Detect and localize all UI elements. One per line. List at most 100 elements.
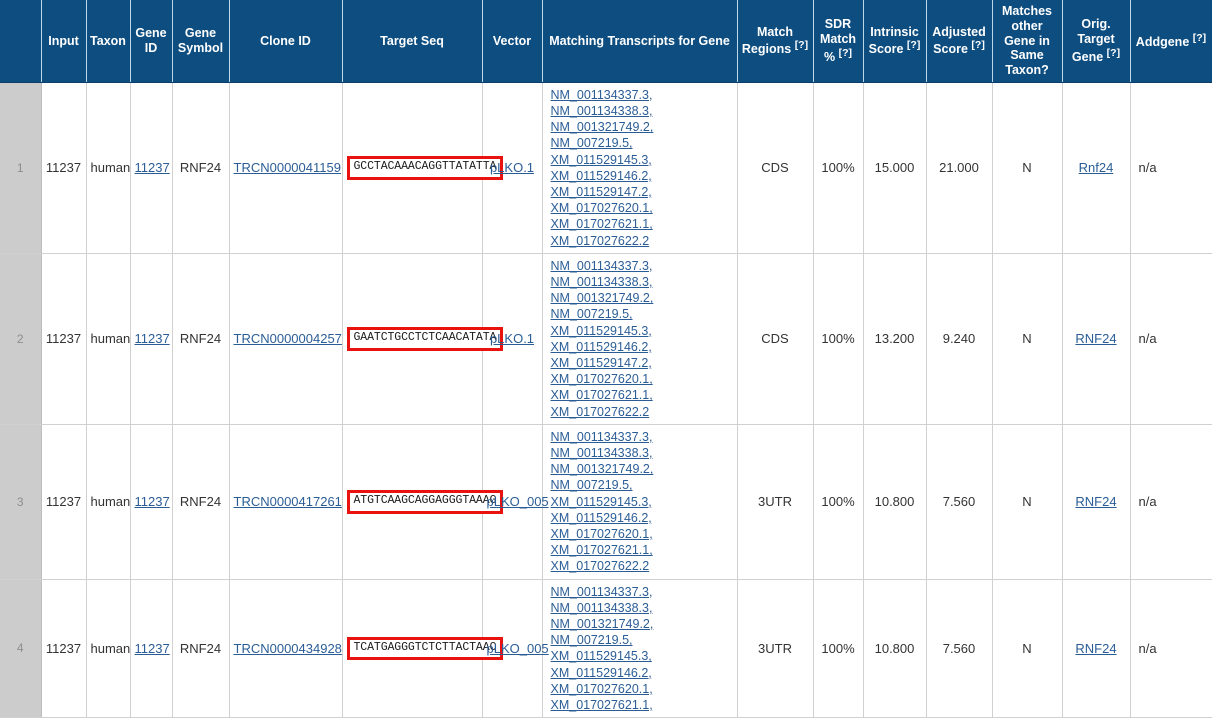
target-seq-highlight: GAATCTGCCTCTCAACATATA [346, 326, 504, 351]
cell-gene-symbol: RNF24 [171, 578, 230, 718]
transcript-link[interactable]: NM_007219.5, [550, 136, 633, 151]
header-matching-transcripts-label: Matching Transcripts for Gene [549, 33, 730, 48]
cell-vector: pLKO.1 [481, 81, 543, 254]
transcript-link[interactable]: XM_017027620.1, [550, 681, 653, 696]
transcript-link[interactable]: NM_001321749.2, [550, 120, 654, 135]
match-regions-help-icon[interactable]: [?] [794, 39, 809, 52]
orig-target-gene-help-icon[interactable]: [?] [1106, 46, 1121, 59]
transcript-link[interactable]: XM_011529146.2, [550, 510, 652, 525]
transcript-link[interactable]: NM_001321749.2, [550, 291, 654, 306]
cell-sdr-match-pct: 100% [812, 423, 864, 580]
header-orig-line2: Target [1077, 31, 1115, 46]
clone-id-link[interactable]: TRCN0000417261 [233, 494, 342, 510]
transcript-link[interactable]: XM_011529146.2, [550, 168, 652, 183]
sdr-match-help-icon[interactable]: [?] [838, 46, 853, 59]
orig-target-gene-link[interactable]: Rnf24 [1078, 160, 1114, 176]
transcript-link[interactable]: NM_007219.5, [550, 478, 633, 493]
transcript-link[interactable]: XM_011529147.2, [550, 356, 652, 370]
transcript-item: XM_011529145.3, [551, 152, 731, 168]
transcript-item: XM_011529147.2, [551, 355, 731, 371]
cell-taxon: human [85, 578, 131, 718]
transcript-item: XM_011529146.2, [551, 339, 731, 355]
transcript-link[interactable]: NM_001134338.3, [550, 274, 653, 289]
transcript-link[interactable]: NM_001134337.3, [550, 429, 653, 444]
addgene-help-icon[interactable]: [?] [1192, 31, 1207, 44]
transcript-link[interactable]: NM_001134338.3, [550, 600, 653, 615]
gene-id-link[interactable]: 11237 [134, 494, 170, 510]
clone-id-link[interactable]: TRCN0000041159 [233, 160, 341, 176]
cell-taxon: human [85, 81, 131, 254]
transcript-link[interactable]: NM_001134338.3, [550, 103, 653, 118]
transcript-link[interactable]: XM_011529145.3, [550, 649, 652, 664]
cell-intrinsic-score: 13.200 [862, 252, 927, 425]
transcript-item: XM_011529147.2, [551, 184, 731, 200]
header-target-seq-label: Target Seq [380, 33, 444, 48]
cell-adjusted-score: 21.000 [925, 81, 993, 254]
header-matches-line2: other [1011, 18, 1043, 33]
vector-link[interactable]: pLKO.1 [489, 160, 535, 176]
transcript-link[interactable]: XM_017027620.1, [550, 372, 653, 387]
header-row-index [0, 0, 42, 83]
vector-link[interactable]: pLKO.1 [489, 331, 535, 347]
transcript-link[interactable]: XM_017027621.1, [550, 698, 653, 713]
cell-matches-other-gene: N [991, 578, 1063, 718]
header-intrinsic-line2: Score [868, 42, 904, 57]
table-body: 1 11237 human 11237 RNF24 TRCN0000041159… [0, 81, 1212, 718]
header-orig-line3: Gene [1071, 49, 1104, 64]
vector-link[interactable]: pLKO_005 [486, 494, 549, 510]
transcript-item: XM_017027620.1, [551, 526, 731, 542]
cell-matches-other-gene: N [991, 252, 1063, 425]
transcript-link[interactable]: XM_017027622.2 [550, 559, 650, 574]
transcript-link[interactable]: XM_017027620.1, [550, 527, 653, 542]
transcript-link[interactable]: NM_007219.5, [550, 633, 633, 648]
transcript-link[interactable]: NM_001134337.3, [550, 258, 653, 273]
header-matches-other-gene: Matches other Gene in Same Taxon? [991, 0, 1063, 83]
cell-matches-other-gene: N [991, 81, 1063, 254]
transcript-link[interactable]: NM_007219.5, [550, 307, 633, 322]
header-match-regions-line1: Match [756, 24, 794, 39]
transcript-link[interactable]: NM_001321749.2, [550, 617, 654, 632]
transcript-link[interactable]: NM_001134338.3, [550, 446, 653, 461]
header-sdr-line2: Match [819, 31, 857, 46]
transcript-link[interactable]: NM_001321749.2, [550, 462, 654, 477]
intrinsic-score-help-icon[interactable]: [?] [906, 39, 921, 52]
cell-gene-symbol: RNF24 [171, 81, 230, 254]
transcript-link[interactable]: XM_011529146.2, [550, 339, 652, 354]
row-index: 3 [0, 423, 42, 580]
transcript-link[interactable]: XM_017027622.2 [550, 233, 650, 248]
transcript-link[interactable]: XM_017027621.1, [550, 543, 653, 558]
cell-matching-transcripts: NM_001134337.3, NM_001134338.3, NM_00132… [541, 423, 738, 580]
gene-id-link[interactable]: 11237 [134, 640, 170, 656]
clone-id-link[interactable]: TRCN0000004257 [233, 331, 342, 347]
table-row: 1 11237 human 11237 RNF24 TRCN0000041159… [0, 81, 1212, 254]
header-matches-line5: Taxon? [1005, 63, 1049, 77]
target-seq-highlight: ATGTCAAGCAGGAGGGTAAAG [346, 489, 504, 514]
cell-addgene: n/a [1129, 578, 1212, 718]
transcript-link[interactable]: XM_017027622.2 [550, 404, 650, 419]
transcript-link[interactable]: XM_017027621.1, [550, 388, 653, 403]
orig-target-gene-link[interactable]: RNF24 [1075, 640, 1117, 656]
header-sdr-line3: % [823, 49, 836, 64]
transcript-link[interactable]: XM_017027621.1, [550, 217, 653, 232]
clone-id-link[interactable]: TRCN0000434928 [233, 640, 342, 656]
orig-target-gene-link[interactable]: RNF24 [1075, 331, 1117, 347]
transcript-link[interactable]: XM_017027620.1, [550, 201, 653, 216]
transcript-link[interactable]: XM_011529145.3, [550, 494, 652, 509]
header-intrinsic-line1: Intrinsic [870, 24, 919, 39]
cell-clone-id: TRCN0000041159 [228, 81, 343, 254]
gene-id-link[interactable]: 11237 [134, 160, 170, 176]
transcript-link[interactable]: XM_011529147.2, [550, 184, 652, 199]
gene-id-link[interactable]: 11237 [134, 331, 170, 347]
cell-vector: pLKO_005 [481, 578, 549, 718]
transcript-link[interactable]: XM_011529145.3, [550, 323, 652, 338]
header-gene-id-line1: Gene [135, 26, 167, 41]
vector-link[interactable]: pLKO_005 [486, 640, 549, 656]
transcript-link[interactable]: NM_001134337.3, [550, 584, 653, 599]
adjusted-score-help-icon[interactable]: [?] [971, 39, 985, 52]
transcript-link[interactable]: NM_001134337.3, [550, 87, 653, 102]
transcript-item: XM_017027622.2 [551, 233, 731, 249]
transcript-link[interactable]: XM_011529146.2, [550, 665, 652, 680]
orig-target-gene-link[interactable]: RNF24 [1075, 494, 1117, 510]
transcript-list: NM_001134337.3, NM_001134338.3, NM_00132… [551, 584, 731, 714]
transcript-link[interactable]: XM_011529145.3, [550, 152, 652, 167]
